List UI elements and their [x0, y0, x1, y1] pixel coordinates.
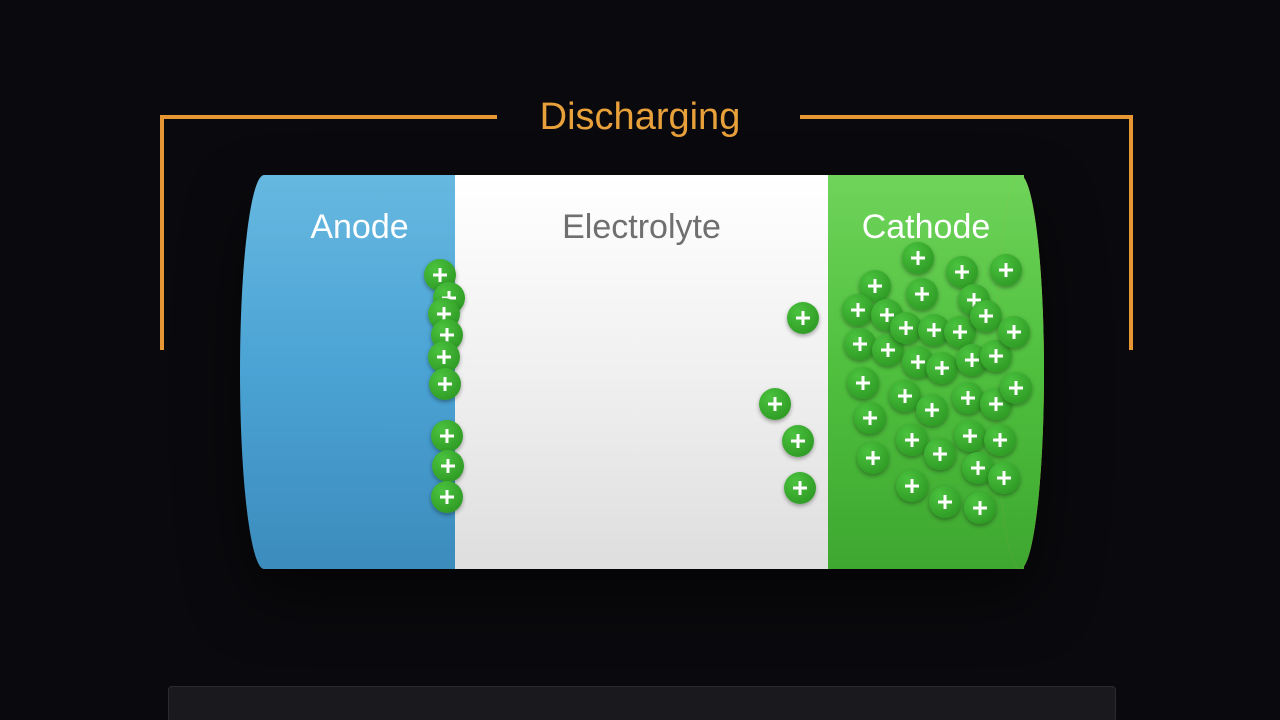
ion [842, 294, 874, 326]
ion [431, 481, 463, 513]
ion [1000, 372, 1032, 404]
ion [984, 424, 1016, 456]
ion [844, 328, 876, 360]
ion [782, 425, 814, 457]
ion [988, 462, 1020, 494]
ion [784, 472, 816, 504]
ion [854, 402, 886, 434]
ion [926, 352, 958, 384]
ion [429, 368, 461, 400]
circuit-wire-top-right [800, 115, 1133, 119]
circuit-wire-left [160, 115, 164, 350]
ion [902, 242, 934, 274]
ion [954, 420, 986, 452]
battery-segment-electrolyte [455, 175, 828, 569]
ion [847, 367, 879, 399]
state-title: Discharging [540, 96, 741, 139]
ion [952, 382, 984, 414]
ion [929, 486, 961, 518]
ion [998, 316, 1030, 348]
ion [431, 420, 463, 452]
circuit-wire-top-left [160, 115, 497, 119]
ion [906, 278, 938, 310]
diagram-stage: DischargingAnodeElectrolyteCathode [0, 0, 1280, 720]
ion [759, 388, 791, 420]
battery-face-anode [240, 175, 288, 569]
ion [896, 470, 928, 502]
subtitle-bar [168, 686, 1116, 720]
ion [857, 442, 889, 474]
ion [970, 300, 1002, 332]
ion [787, 302, 819, 334]
ion [964, 492, 996, 524]
ion [916, 394, 948, 426]
ion [924, 438, 956, 470]
circuit-wire-right [1129, 115, 1133, 350]
ion [990, 254, 1022, 286]
battery-segment-anode [264, 175, 455, 569]
ion [432, 450, 464, 482]
